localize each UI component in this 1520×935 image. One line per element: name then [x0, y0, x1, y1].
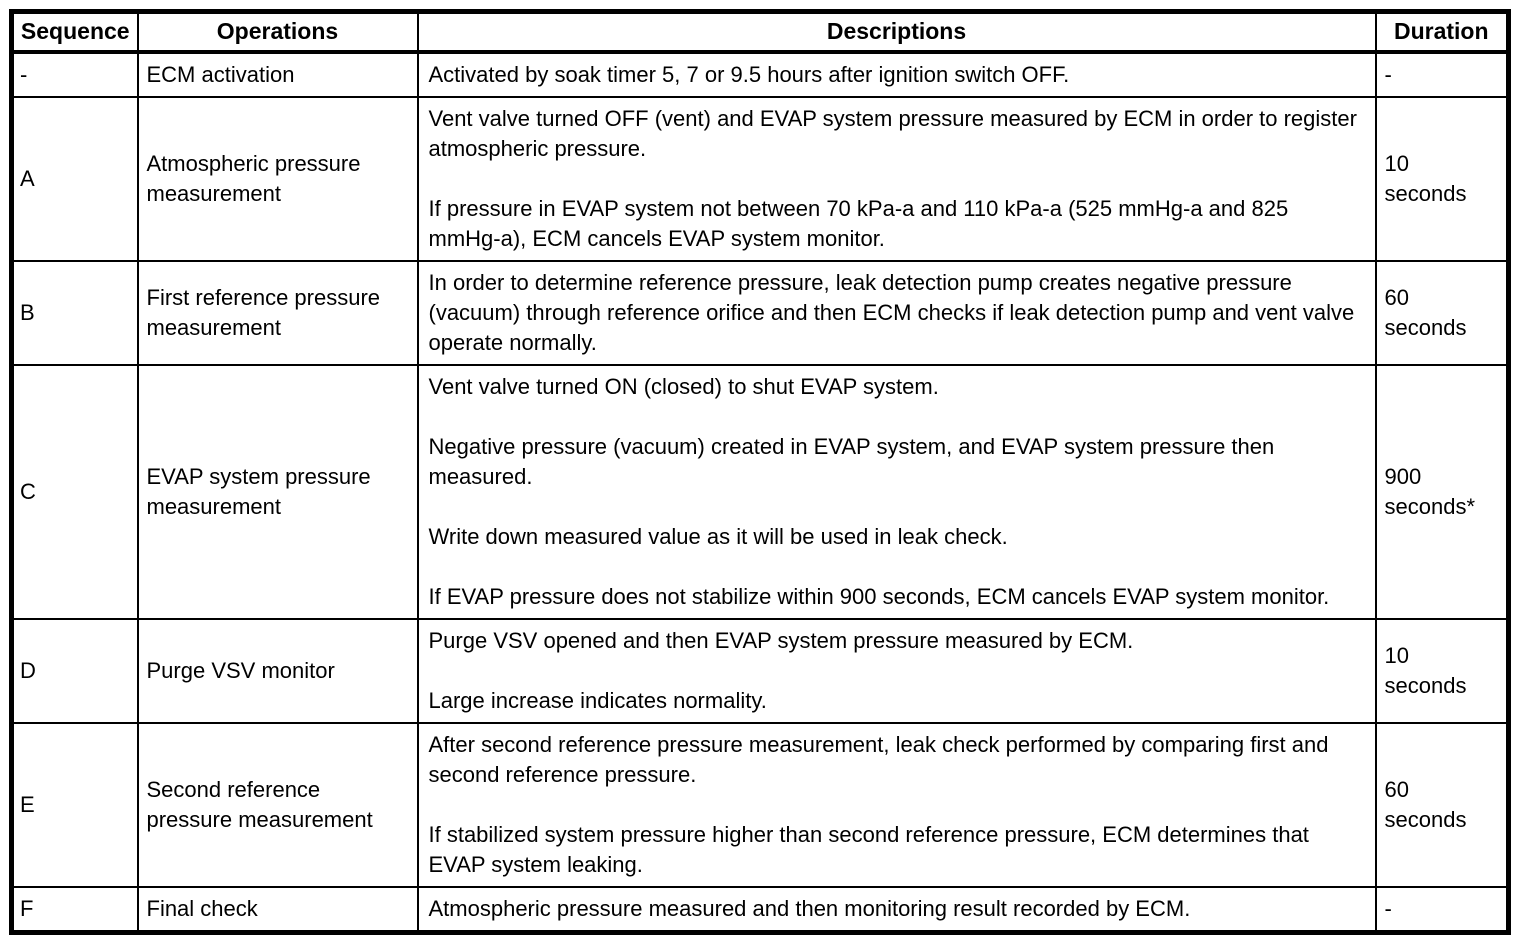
table-row: D Purge VSV monitor Purge VSV opened and t… [10, 617, 1510, 724]
description-cell: In order to determine reference pressure… [416, 259, 1377, 366]
table-header: Sequence Operations Descriptions Duratio… [10, 10, 1510, 54]
column-header-sequence: Sequence [10, 10, 139, 54]
sequence-cell: C [10, 363, 139, 620]
operation-cell: ECM activation [136, 50, 419, 98]
header-row: Sequence Operations Descriptions Duratio… [10, 10, 1510, 54]
description-paragraph: Large increase indicates normality. [428, 687, 767, 713]
description-paragraph: Vent valve turned ON (closed) to shut EV… [428, 373, 939, 399]
sequence-cell: - [10, 50, 139, 98]
table-row: A Atmospheric pressure measurement Vent va… [10, 95, 1510, 262]
duration-cell: - [1374, 885, 1510, 933]
operation-cell: Atmospheric pressure measurement [136, 95, 419, 262]
description-cell: Atmospheric pressure measured and then m… [416, 885, 1377, 933]
column-header-descriptions: Descriptions [416, 10, 1377, 54]
description-cell: Vent valve turned OFF (vent) and EVAP sy… [416, 95, 1377, 262]
description-cell: Purge VSV opened and then EVAP system pr… [416, 617, 1377, 724]
table-row: C EVAP system pressure measurement Vent va… [10, 363, 1510, 620]
sequence-cell: A [10, 95, 139, 262]
description-paragraph: If EVAP pressure does not stabilize with… [428, 583, 1330, 609]
table-row: - ECM activation Activated by soak timer 5… [10, 50, 1510, 98]
sequence-cell: F [10, 885, 139, 933]
duration-cell: 10 seconds [1374, 95, 1510, 262]
description-paragraph: If pressure in EVAP system not between 7… [428, 195, 1289, 251]
operation-cell: Purge VSV monitor [136, 617, 419, 724]
operation-cell: EVAP system pressure measurement [136, 363, 419, 620]
sequence-cell: D [10, 617, 139, 724]
description-paragraph: In order to determine reference pressure… [428, 269, 1355, 355]
description-cell: Vent valve turned ON (closed) to shut EV… [416, 363, 1377, 620]
table-row: B First reference pressure measurement In … [10, 259, 1510, 366]
sequence-cell: E [10, 721, 139, 888]
description-cell: Activated by soak timer 5, 7 or 9.5 hour… [416, 50, 1377, 98]
description-paragraph: Activated by soak timer 5, 7 or 9.5 hour… [428, 61, 1070, 87]
sequence-cell: B [10, 259, 139, 366]
operation-cell: First reference pressure measurement [136, 259, 419, 366]
description-paragraph: Purge VSV opened and then EVAP system pr… [428, 627, 1134, 653]
duration-cell: 10 seconds [1374, 617, 1510, 724]
table-body: - ECM activation Activated by soak timer 5… [10, 50, 1510, 933]
description-paragraph: Atmospheric pressure measured and then m… [428, 895, 1191, 921]
description-paragraph: If stabilized system pressure higher tha… [428, 821, 1309, 877]
duration-cell: 60 seconds [1374, 259, 1510, 366]
description-paragraph: Write down measured value as it will be … [428, 523, 1008, 549]
table-row: F Final check Atmospheric pressure measure… [10, 885, 1510, 933]
description-cell: After second reference pressure measurem… [416, 721, 1377, 888]
duration-cell: 60 seconds [1374, 721, 1510, 888]
table-row: E Second reference pressure measurement Af… [10, 721, 1510, 888]
operation-cell: Final check [136, 885, 419, 933]
duration-cell: - [1374, 50, 1510, 98]
duration-cell: 900 seconds* [1374, 363, 1510, 620]
description-paragraph: After second reference pressure measurem… [428, 731, 1329, 787]
evap-monitor-sequence-table: Sequence Operations Descriptions Duratio… [9, 9, 1511, 935]
column-header-operations: Operations [136, 10, 419, 54]
description-paragraph: Negative pressure (vacuum) created in EV… [428, 433, 1275, 489]
description-paragraph: Vent valve turned OFF (vent) and EVAP sy… [428, 105, 1357, 161]
column-header-duration: Duration [1374, 10, 1510, 54]
operation-cell: Second reference pressure measurement [136, 721, 419, 888]
